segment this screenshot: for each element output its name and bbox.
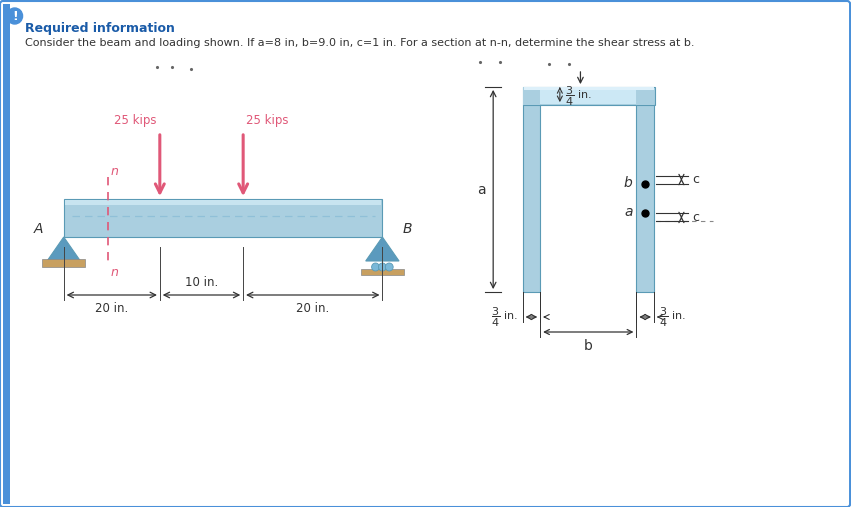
Text: 10 in.: 10 in. xyxy=(185,276,218,289)
Bar xyxy=(65,200,381,205)
Bar xyxy=(63,199,383,237)
Text: c: c xyxy=(692,211,700,224)
Text: Required information: Required information xyxy=(25,21,175,34)
Bar xyxy=(361,269,404,275)
Bar xyxy=(43,259,85,267)
Text: $A$: $A$ xyxy=(33,222,44,236)
Bar xyxy=(523,87,654,90)
Text: c: c xyxy=(692,173,700,186)
Text: 20 in.: 20 in. xyxy=(95,302,128,315)
Text: $\dfrac{3}{4}$ in.: $\dfrac{3}{4}$ in. xyxy=(491,305,517,329)
Bar xyxy=(636,105,654,292)
Bar xyxy=(636,87,654,105)
Text: Consider the beam and loading shown. If a=8 in, b=9.0 in, c=1 in. For a section : Consider the beam and loading shown. If … xyxy=(25,38,695,48)
Text: 25 kips: 25 kips xyxy=(115,114,157,127)
Text: $a$: $a$ xyxy=(624,205,634,220)
Bar xyxy=(540,88,636,104)
Text: $\dfrac{3}{4}$ in.: $\dfrac{3}{4}$ in. xyxy=(659,305,686,329)
Polygon shape xyxy=(365,237,399,261)
Polygon shape xyxy=(47,237,81,261)
Bar xyxy=(3,4,10,504)
Text: 25 kips: 25 kips xyxy=(247,114,288,127)
Text: $\dfrac{3}{4}$ in.: $\dfrac{3}{4}$ in. xyxy=(565,84,591,107)
Bar xyxy=(523,87,540,105)
Text: $n$: $n$ xyxy=(110,266,119,279)
Bar xyxy=(523,105,540,292)
Text: b: b xyxy=(584,339,593,353)
Circle shape xyxy=(378,263,386,271)
Text: 20 in.: 20 in. xyxy=(296,302,329,315)
Text: !: ! xyxy=(12,10,17,22)
Text: $b$: $b$ xyxy=(623,175,634,190)
Bar xyxy=(523,87,655,105)
Circle shape xyxy=(7,8,23,24)
Circle shape xyxy=(372,263,379,271)
Text: $n$: $n$ xyxy=(110,165,119,178)
FancyBboxPatch shape xyxy=(0,1,850,507)
Text: $B$: $B$ xyxy=(402,222,412,236)
Circle shape xyxy=(385,263,393,271)
Text: a: a xyxy=(477,183,485,197)
